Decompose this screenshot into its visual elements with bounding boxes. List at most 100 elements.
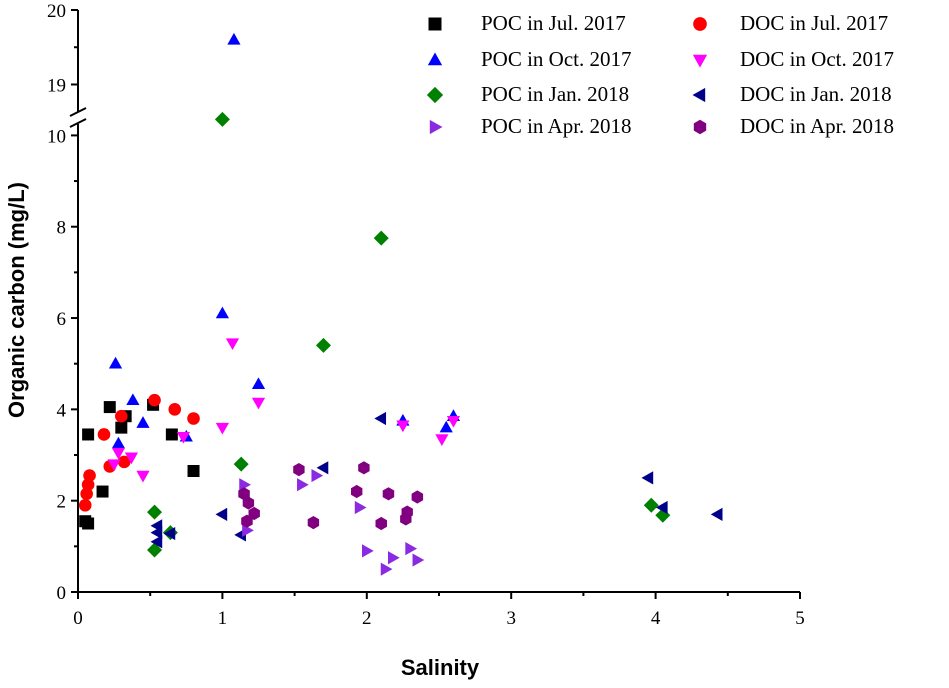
data-point — [187, 412, 200, 425]
x-tick-label: 2 — [362, 608, 372, 629]
data-point — [214, 111, 230, 127]
data-point — [107, 459, 121, 472]
x-tick-label: 3 — [506, 608, 516, 629]
data-point — [117, 455, 131, 469]
y-tick-label: 19 — [47, 75, 66, 96]
data-point — [150, 535, 163, 549]
y-axis-title: Organic carbon (mg/L) — [4, 182, 29, 418]
data-point — [655, 507, 671, 523]
data-point — [215, 422, 229, 435]
data-point — [405, 542, 418, 556]
data-point — [316, 461, 329, 475]
data-point — [242, 496, 255, 510]
legend-label: POC in Apr. 2018 — [481, 114, 632, 138]
legend-item: DOC in Oct. 2017 — [692, 47, 894, 71]
data-point — [643, 497, 659, 513]
data-point — [187, 465, 200, 477]
data-point — [168, 403, 182, 416]
data-point — [111, 447, 126, 460]
data-point — [83, 469, 96, 482]
x-tick-label: 5 — [795, 608, 805, 629]
data-point — [251, 397, 266, 410]
data-point — [115, 421, 128, 434]
data-point — [165, 428, 178, 441]
legend-item: POC in Oct. 2017 — [427, 47, 632, 71]
data-point — [239, 478, 251, 492]
data-point — [242, 523, 254, 537]
data-point — [411, 490, 424, 504]
axes: 0 1 2 3 4 5 0 2 4 6 8 10 19 20 — [47, 1, 805, 629]
series-2 — [78, 393, 200, 512]
legend-label: POC in Oct. 2017 — [481, 47, 632, 71]
axis-break-mark — [69, 107, 87, 117]
data-point — [78, 498, 92, 512]
data-point — [215, 306, 229, 319]
plot-marks — [78, 32, 723, 576]
legend-marker — [692, 54, 708, 68]
data-point — [373, 230, 389, 246]
data-point — [241, 514, 253, 528]
data-point — [362, 544, 374, 558]
data-point — [248, 506, 260, 521]
data-point — [96, 485, 109, 498]
data-point — [374, 411, 387, 426]
series-6 — [150, 411, 723, 549]
data-point — [358, 461, 370, 475]
data-point — [297, 478, 309, 492]
data-point — [412, 553, 425, 567]
data-point — [136, 416, 150, 428]
data-point — [148, 393, 161, 407]
data-point — [82, 428, 95, 441]
data-point — [124, 452, 139, 465]
legend-label: POC in Jul. 2017 — [481, 11, 626, 35]
data-point — [401, 505, 413, 519]
data-point — [103, 401, 116, 414]
data-point — [315, 337, 331, 353]
data-point — [115, 409, 128, 423]
data-point — [126, 393, 140, 406]
axis-break-mark — [69, 118, 87, 128]
data-point — [307, 516, 320, 530]
y-tick-label: 20 — [47, 1, 66, 22]
data-point — [97, 428, 111, 441]
series-4 — [107, 338, 461, 483]
data-point — [108, 356, 123, 369]
data-point — [227, 32, 241, 45]
data-point — [641, 471, 654, 485]
legend-item: DOC in Apr. 2018 — [693, 114, 894, 138]
data-point — [225, 338, 240, 351]
legend-label: DOC in Apr. 2018 — [740, 114, 894, 138]
data-point — [446, 415, 461, 428]
series-7 — [239, 468, 425, 576]
legend-marker — [428, 17, 442, 31]
data-point — [380, 562, 393, 576]
legend-item: DOC in Jul. 2017 — [693, 11, 888, 35]
data-point — [136, 470, 150, 483]
data-point — [238, 487, 250, 501]
data-point — [396, 420, 410, 433]
y-tick-label: 2 — [57, 492, 67, 513]
data-point — [351, 484, 363, 499]
data-point — [382, 487, 395, 501]
legend-item: POC in Apr. 2018 — [429, 114, 632, 138]
data-point — [354, 500, 367, 515]
data-point — [150, 526, 163, 540]
y-tick-label: 0 — [57, 583, 67, 604]
y-tick-label: 10 — [47, 126, 66, 147]
legend-label: DOC in Oct. 2017 — [740, 47, 894, 71]
legend-item: POC in Jul. 2017 — [428, 11, 626, 35]
data-point — [215, 507, 228, 521]
data-point — [163, 526, 176, 541]
data-point — [111, 436, 126, 449]
legend: POC in Jul. 2017 DOC in Jul. 2017 POC in O… — [426, 11, 894, 138]
x-tick-label: 4 — [651, 608, 661, 629]
data-point — [251, 377, 266, 390]
data-point — [387, 551, 400, 565]
legend-label: DOC in Jan. 2018 — [740, 82, 892, 106]
y-tick-label: 4 — [57, 400, 67, 421]
data-point — [435, 434, 449, 446]
y-tick-label: 6 — [57, 309, 67, 330]
series-5 — [147, 111, 671, 558]
legend-marker — [693, 119, 707, 135]
